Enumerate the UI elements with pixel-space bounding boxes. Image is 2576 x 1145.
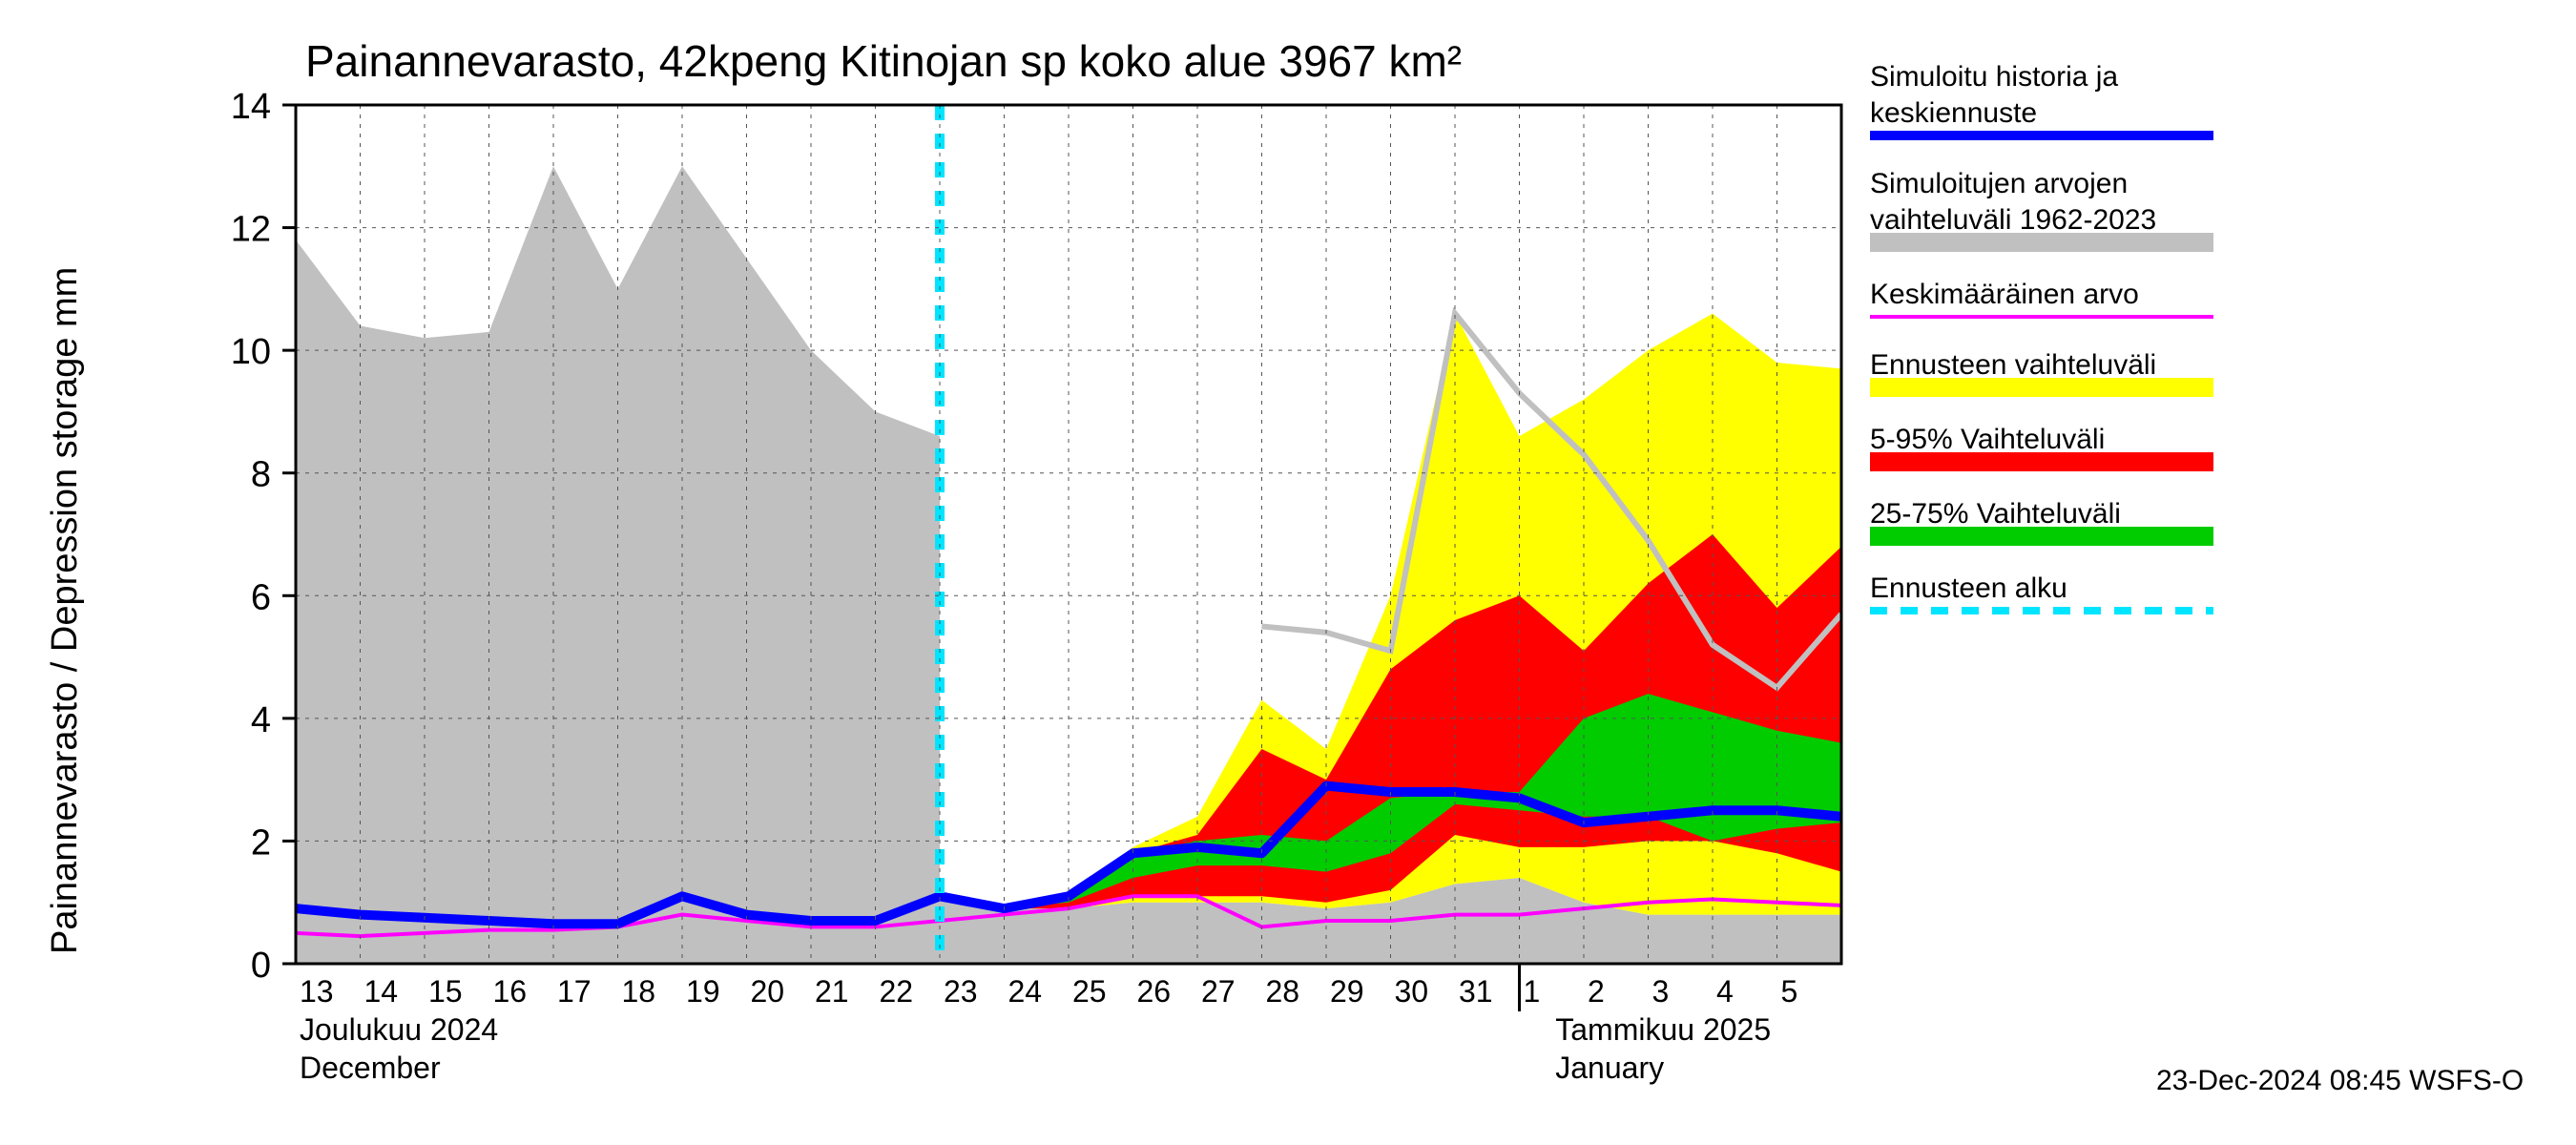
x-tick-label: 14 bbox=[364, 974, 399, 1009]
x-tick-label: 30 bbox=[1395, 974, 1429, 1009]
x-tick-label: 3 bbox=[1652, 974, 1670, 1009]
x-tick-label: 21 bbox=[815, 974, 849, 1009]
x-tick-label: 4 bbox=[1716, 974, 1734, 1009]
x-tick-label: 28 bbox=[1266, 974, 1300, 1009]
legend-label: Keskimääräinen arvo bbox=[1870, 279, 2139, 310]
y-tick-label: 8 bbox=[251, 455, 271, 495]
y-tick-label: 2 bbox=[251, 822, 271, 863]
legend-swatch bbox=[1870, 452, 2213, 471]
x-tick-label: 22 bbox=[880, 974, 914, 1009]
x-tick-label: 1 bbox=[1524, 974, 1541, 1009]
legend-label: Simuloitujen arvojen bbox=[1870, 168, 2128, 199]
x-tick-label: 19 bbox=[686, 974, 720, 1009]
x-tick-label: 17 bbox=[557, 974, 592, 1009]
x-tick-label: 24 bbox=[1008, 974, 1043, 1009]
legend-label: vaihteluväli 1962-2023 bbox=[1870, 204, 2156, 236]
x-tick-label: 5 bbox=[1781, 974, 1798, 1009]
x-tick-label: 26 bbox=[1137, 974, 1172, 1009]
chart-container: 0246810121413141516171819202122232425262… bbox=[0, 0, 2576, 1145]
month-label: December bbox=[300, 1051, 441, 1085]
legend-label: Ennusteen alku bbox=[1870, 572, 2067, 604]
y-tick-label: 0 bbox=[251, 946, 271, 986]
footer-timestamp: 23-Dec-2024 08:45 WSFS-O bbox=[2156, 1065, 2524, 1096]
x-tick-label: 23 bbox=[944, 974, 978, 1009]
legend-swatch bbox=[1870, 378, 2213, 397]
depression-storage-chart: 0246810121413141516171819202122232425262… bbox=[0, 0, 2576, 1145]
chart-title: Painannevarasto, 42kpeng Kitinojan sp ko… bbox=[305, 36, 1462, 86]
x-tick-label: 25 bbox=[1072, 974, 1107, 1009]
legend-swatch bbox=[1870, 233, 2213, 252]
x-tick-label: 29 bbox=[1330, 974, 1364, 1009]
y-tick-label: 6 bbox=[251, 577, 271, 617]
x-tick-label: 16 bbox=[493, 974, 528, 1009]
legend-swatch bbox=[1870, 527, 2213, 546]
x-tick-label: 20 bbox=[751, 974, 785, 1009]
x-tick-label: 27 bbox=[1201, 974, 1236, 1009]
legend-label: 5-95% Vaihteluväli bbox=[1870, 424, 2105, 455]
x-tick-label: 31 bbox=[1459, 974, 1493, 1009]
month-label: January bbox=[1555, 1051, 1664, 1085]
x-tick-label: 2 bbox=[1588, 974, 1605, 1009]
y-tick-label: 14 bbox=[231, 87, 271, 127]
legend-label: 25-75% Vaihteluväli bbox=[1870, 498, 2121, 530]
legend-label: Ennusteen vaihteluväli bbox=[1870, 349, 2156, 381]
y-axis-label: Painannevarasto / Depression storage mm bbox=[45, 267, 85, 954]
x-tick-label: 13 bbox=[300, 974, 334, 1009]
legend-label: Simuloitu historia ja bbox=[1870, 61, 2118, 93]
y-tick-label: 12 bbox=[231, 210, 271, 250]
month-label: Tammikuu 2025 bbox=[1555, 1012, 1771, 1047]
x-tick-label: 18 bbox=[622, 974, 656, 1009]
y-tick-label: 4 bbox=[251, 700, 271, 740]
month-label: Joulukuu 2024 bbox=[300, 1012, 498, 1047]
legend-label: keskiennuste bbox=[1870, 97, 2037, 129]
y-tick-label: 10 bbox=[231, 332, 271, 372]
x-tick-label: 15 bbox=[428, 974, 463, 1009]
